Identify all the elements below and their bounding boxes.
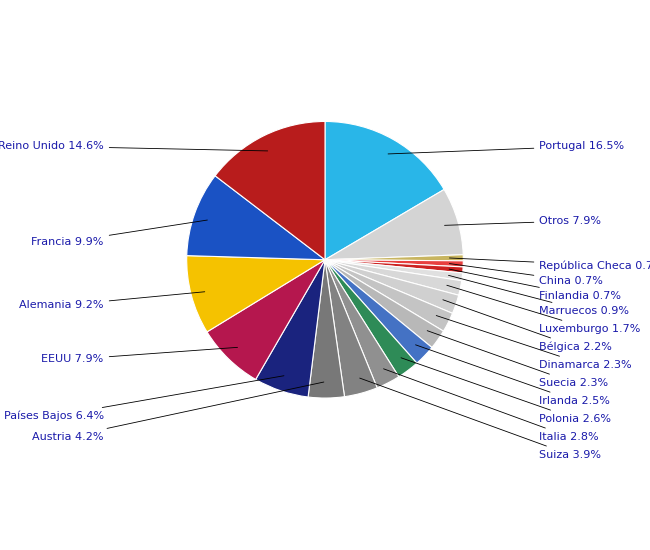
Text: Reino Unido 14.6%: Reino Unido 14.6% [0,141,268,151]
Text: Suiza 3.9%: Suiza 3.9% [359,378,601,460]
Wedge shape [325,260,459,313]
Text: Luxemburgo 1.7%: Luxemburgo 1.7% [447,285,641,334]
Wedge shape [325,255,463,261]
Wedge shape [325,260,417,377]
Text: Francia 9.9%: Francia 9.9% [31,220,207,247]
Wedge shape [325,190,463,260]
Wedge shape [207,260,325,379]
Wedge shape [325,260,462,295]
Wedge shape [325,260,432,363]
Text: Italia 2.8%: Italia 2.8% [384,369,599,442]
Text: Bélgica 2.2%: Bélgica 2.2% [443,300,612,352]
Wedge shape [325,260,452,331]
Text: Suecia 2.3%: Suecia 2.3% [427,331,608,388]
Text: Polonia 2.6%: Polonia 2.6% [401,358,612,424]
Wedge shape [308,260,344,398]
Text: Marruecos 0.9%: Marruecos 0.9% [448,276,629,316]
Text: EEUU 7.9%: EEUU 7.9% [42,348,237,364]
Wedge shape [325,260,443,348]
Text: Otros 7.9%: Otros 7.9% [445,216,601,226]
Wedge shape [187,176,325,260]
Wedge shape [325,260,463,267]
Text: Alemania 9.2%: Alemania 9.2% [20,292,205,310]
Wedge shape [325,122,444,260]
Text: República Checa 0.7%: República Checa 0.7% [449,258,650,271]
Wedge shape [325,260,377,397]
Wedge shape [325,260,463,280]
Text: Finlandia 0.7%: Finlandia 0.7% [449,269,621,301]
Text: Irlanda 2.5%: Irlanda 2.5% [415,345,610,406]
Wedge shape [215,122,325,260]
Text: Austria 4.2%: Austria 4.2% [32,382,324,442]
Text: El Puerto de Santa María - Turistas extranjeros según país - Abril de 2024: El Puerto de Santa María - Turistas extr… [81,14,569,27]
Text: China 0.7%: China 0.7% [449,263,603,285]
Text: Países Bajos 6.4%: Países Bajos 6.4% [4,376,284,421]
Wedge shape [255,260,325,397]
Text: Portugal 16.5%: Portugal 16.5% [388,141,625,154]
Wedge shape [325,260,463,273]
Text: Dinamarca 2.3%: Dinamarca 2.3% [436,316,632,370]
Wedge shape [325,260,399,388]
Wedge shape [187,256,325,332]
Text: http://www.foro-ciudad.com: http://www.foro-ciudad.com [476,530,630,540]
